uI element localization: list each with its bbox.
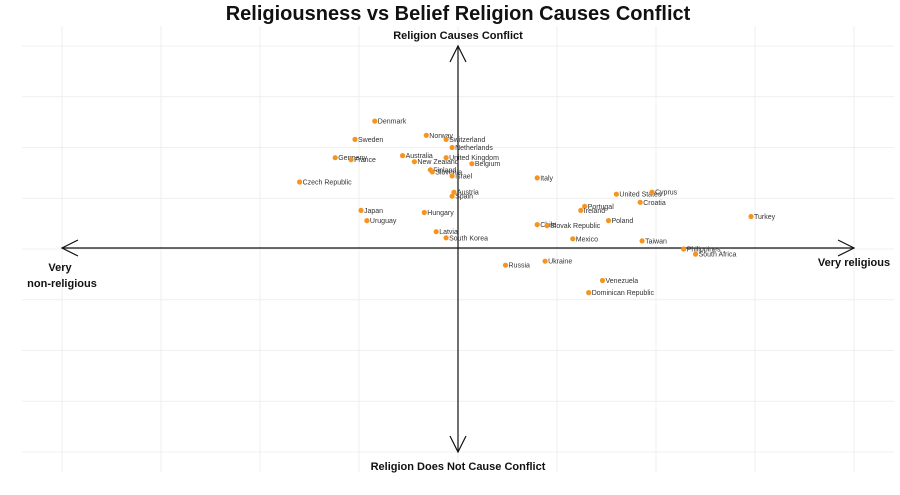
data-point-label: Sweden — [358, 137, 383, 144]
data-point-label: United States — [619, 192, 662, 199]
data-point — [352, 136, 358, 142]
data-point — [639, 238, 645, 244]
axes — [60, 44, 856, 454]
data-point — [681, 246, 687, 252]
data-point-label: Dominican Republic — [592, 290, 655, 297]
data-point — [451, 189, 457, 195]
data-point-label: Australia — [406, 153, 433, 160]
data-point-label: Japan — [364, 208, 383, 215]
x-axis-left-label-line2: non-religious — [27, 278, 97, 290]
y-axis-top-label: Religion Causes Conflict — [393, 30, 523, 42]
x-axis-right-label: Very religious — [818, 257, 890, 269]
data-point-label: Poland — [612, 218, 634, 225]
data-point — [332, 155, 338, 161]
y-axis-top-arrowhead — [449, 44, 467, 63]
data-point — [449, 193, 455, 199]
data-point-label: Philippines — [687, 247, 721, 254]
data-point-label: Italy — [540, 175, 553, 182]
data-point — [443, 155, 449, 161]
data-point — [348, 157, 354, 163]
data-point-label: New Zealand — [417, 159, 458, 166]
data-point — [443, 235, 449, 241]
data-point-label: Hungary — [427, 210, 454, 217]
data-point — [748, 213, 754, 220]
data-point-label: Slovak Republic — [550, 223, 601, 230]
data-point-label: Taiwan — [645, 238, 667, 245]
data-point — [605, 218, 612, 224]
data-point — [582, 203, 588, 209]
data-point-label: Finland — [433, 167, 456, 174]
data-point — [429, 169, 435, 175]
data-point-label: Venezuela — [606, 278, 639, 285]
data-point — [502, 262, 509, 268]
data-point — [534, 175, 540, 181]
data-point-label: Ukraine — [548, 259, 572, 266]
data-point — [544, 223, 550, 229]
data-point-label: Austria — [457, 190, 479, 197]
data-point-label: Norway — [429, 133, 453, 140]
data-point — [297, 179, 303, 185]
data-point — [469, 161, 475, 167]
data-point — [421, 209, 427, 216]
data-point — [400, 153, 406, 159]
data-point-label: Israel — [455, 173, 473, 180]
data-point — [613, 191, 620, 197]
data-point-label: Ireland — [584, 208, 606, 215]
data-point — [443, 136, 449, 142]
data-point-label: Denmark — [378, 119, 407, 126]
data-point — [570, 236, 576, 242]
x-axis-right-arrowhead — [837, 239, 856, 257]
data-point — [637, 199, 643, 205]
data-point-label: South Africa — [699, 252, 737, 259]
y-axis-bottom-arrowhead — [449, 435, 467, 454]
data-point-label: Croatia — [643, 200, 666, 207]
data-point-label: Russia — [509, 263, 531, 270]
x-axis-left-label-line1: Very — [48, 262, 72, 274]
data-point-label: Belgium — [475, 161, 500, 168]
data-point-label: Uruguay — [370, 218, 397, 225]
data-point-label: Portugal — [588, 204, 615, 211]
data-point — [542, 258, 548, 264]
data-point-label: Czech Republic — [303, 180, 353, 187]
data-point — [411, 159, 417, 165]
data-point-label: Turkey — [754, 214, 776, 221]
data-point — [599, 277, 606, 284]
data-point — [433, 229, 439, 235]
data-point — [423, 132, 429, 138]
data-point-label: Cyprus — [655, 190, 678, 197]
chart-title: Religiousness vs Belief Religion Causes … — [226, 3, 691, 25]
data-point — [578, 207, 584, 213]
data-point-label: South Korea — [449, 235, 488, 242]
data-point — [364, 218, 370, 224]
data-point — [534, 222, 540, 228]
data-point-label: Spain — [455, 194, 473, 201]
data-point-label: France — [354, 157, 376, 164]
data-point-label: Netherlands — [455, 145, 493, 152]
data-point — [449, 144, 455, 151]
data-point — [693, 251, 699, 257]
data-point — [649, 189, 655, 195]
data-point — [586, 290, 592, 296]
y-axis-bottom-label: Religion Does Not Cause Conflict — [371, 461, 546, 473]
data-point — [449, 173, 455, 179]
x-axis-left-arrowhead — [60, 239, 79, 257]
data-point-label: United Kingdom — [449, 155, 499, 162]
data-point-label: Slovenia — [435, 169, 462, 176]
data-point-label: Latvia — [439, 229, 458, 236]
data-point — [372, 118, 378, 124]
data-point — [358, 207, 364, 213]
data-point-label: Mexico — [576, 236, 598, 243]
data-point-label: Switzerland — [449, 137, 485, 144]
data-points: Denmark Sweden NorwaySwitzerlandNetherland… — [297, 118, 776, 297]
